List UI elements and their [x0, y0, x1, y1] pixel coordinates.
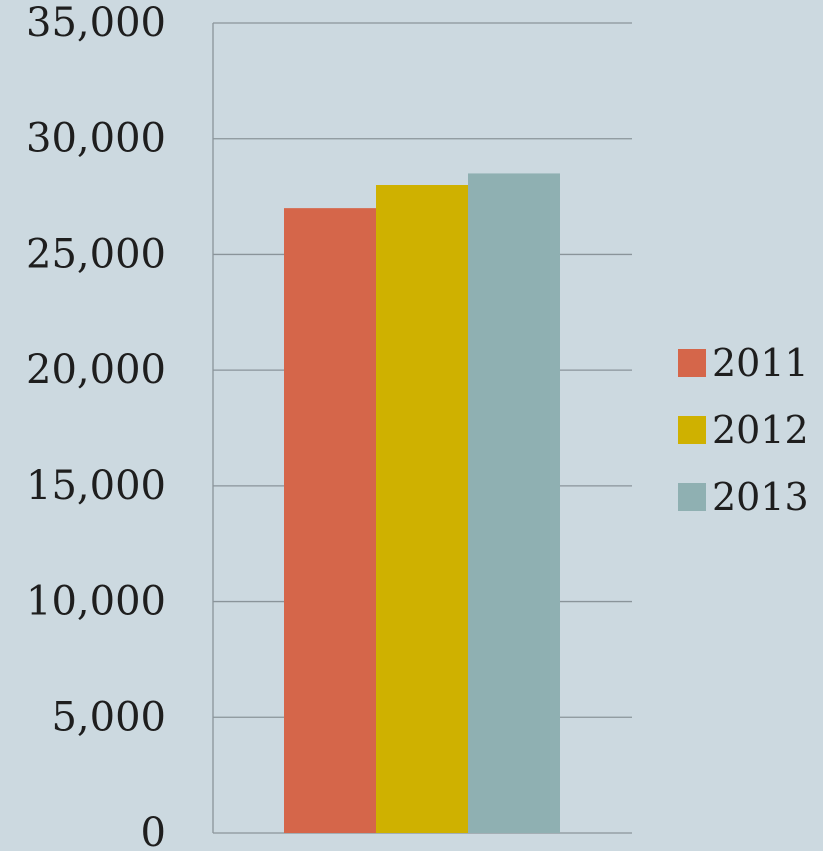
legend-swatch-2013 [678, 483, 706, 511]
legend-swatch-2012 [678, 416, 706, 444]
y-tick-label: 35,000 [26, 0, 166, 46]
legend-label: 2011 [712, 341, 809, 385]
bar-2011 [284, 208, 376, 834]
y-tick-label: 10,000 [26, 579, 166, 625]
y-tick-label: 5,000 [51, 694, 166, 740]
bar-2013 [468, 173, 560, 833]
y-tick-label: 20,000 [26, 347, 166, 393]
legend-swatch-2011 [678, 349, 706, 377]
legend-label: 2013 [712, 475, 809, 519]
y-tick-label: 0 [141, 810, 166, 851]
legend: 2011 2012 2013 [678, 341, 809, 519]
legend-label: 2012 [712, 408, 809, 452]
bars [284, 173, 560, 834]
y-tick-label: 25,000 [26, 231, 166, 277]
bar-2012 [376, 185, 468, 833]
y-axis: 0 5,000 10,000 15,000 20,000 25,000 30,000 35,0… [26, 0, 214, 851]
y-tick-label: 30,000 [26, 116, 166, 162]
y-tick-label: 15,000 [26, 463, 166, 509]
